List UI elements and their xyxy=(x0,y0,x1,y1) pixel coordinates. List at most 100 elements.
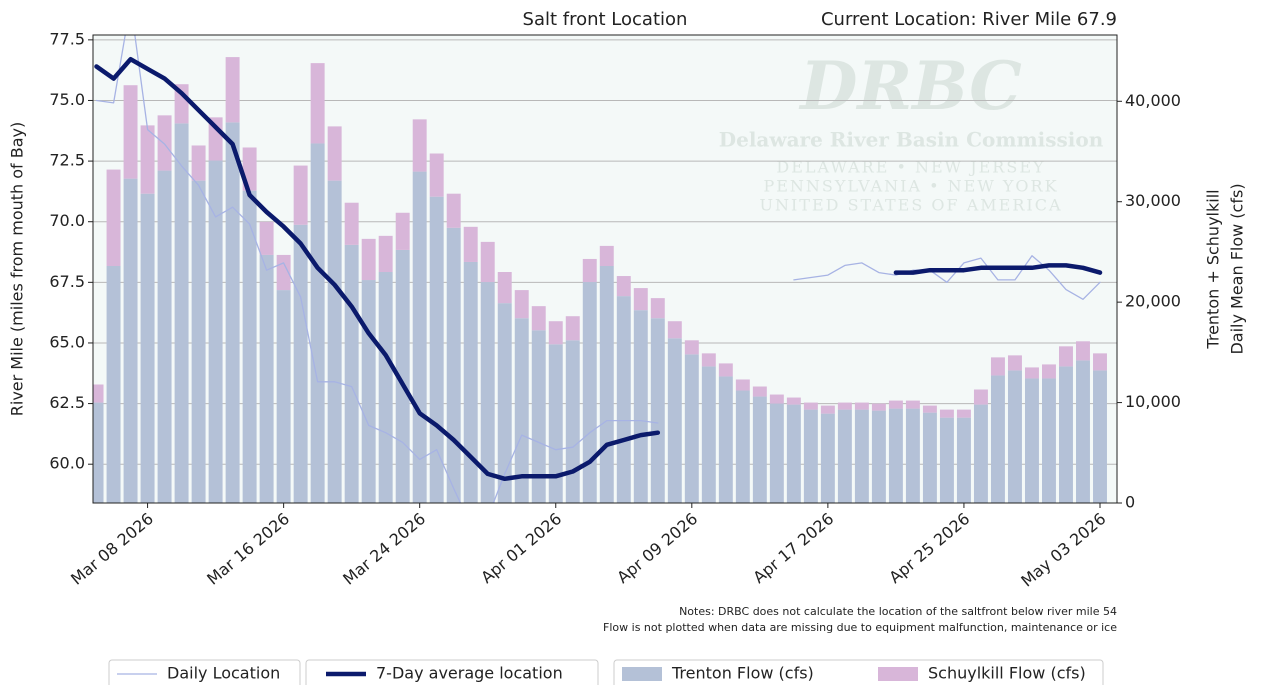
bar xyxy=(735,379,750,391)
bar xyxy=(803,402,818,410)
bar xyxy=(531,306,546,331)
bar xyxy=(259,221,274,255)
bar xyxy=(803,409,818,503)
bar xyxy=(667,338,682,503)
bar xyxy=(514,318,529,503)
bar xyxy=(565,316,580,341)
bar xyxy=(837,402,852,410)
bar xyxy=(922,412,937,503)
bar xyxy=(327,180,342,503)
line xyxy=(95,35,1101,503)
bar xyxy=(293,224,308,503)
bar xyxy=(106,265,121,503)
bar xyxy=(820,413,835,503)
bar xyxy=(752,396,767,503)
bar xyxy=(157,170,172,503)
bar xyxy=(93,402,104,503)
bar xyxy=(191,180,206,503)
bar xyxy=(888,400,903,409)
legend-label: Daily Location xyxy=(167,664,280,683)
x-tick-label: Mar 24 2026 xyxy=(339,509,429,589)
bar xyxy=(650,298,665,319)
plot-frame xyxy=(92,34,1118,504)
logo-line: UNITED STATES OF AMERICA xyxy=(760,196,1063,215)
legend-box xyxy=(613,659,1104,685)
bar xyxy=(1076,341,1090,361)
bar xyxy=(93,384,104,403)
logo-mark: DRBC xyxy=(798,47,1022,125)
bar xyxy=(701,366,716,503)
bar xyxy=(514,290,529,319)
bar xyxy=(735,390,750,503)
bar xyxy=(650,318,665,503)
bar xyxy=(429,196,444,503)
chart-title: Salt front Location xyxy=(523,9,688,30)
bar xyxy=(1076,360,1090,503)
bar xyxy=(548,344,563,503)
bar xyxy=(854,409,869,503)
bar xyxy=(1007,370,1022,503)
bar xyxy=(327,126,342,181)
bar xyxy=(1024,367,1039,379)
bar xyxy=(446,193,461,228)
bar xyxy=(361,238,376,281)
bar xyxy=(463,226,478,262)
bar xyxy=(973,389,988,405)
logo-line: DELAWARE • NEW JERSEY xyxy=(776,158,1045,177)
x-tick-label: May 03 2026 xyxy=(1017,509,1109,591)
bar xyxy=(293,165,308,225)
bar xyxy=(922,405,937,413)
bar xyxy=(684,340,699,355)
bar xyxy=(752,386,767,397)
legend-box xyxy=(108,659,301,685)
bar xyxy=(140,193,155,503)
y2-tick-label: 10,000 xyxy=(1125,392,1181,411)
bar xyxy=(684,354,699,503)
bar xyxy=(582,258,597,283)
y2-axis-label: Daily Mean Flow (cfs) xyxy=(1228,183,1247,354)
bar xyxy=(174,123,189,503)
bar xyxy=(1041,378,1056,503)
bar xyxy=(769,394,784,404)
bar xyxy=(531,330,546,503)
x-tick-label: Mar 08 2026 xyxy=(67,509,157,589)
bar xyxy=(140,125,155,194)
y2-tick-label: 20,000 xyxy=(1125,292,1181,311)
bar xyxy=(633,310,648,503)
bar xyxy=(633,288,648,311)
bar xyxy=(123,85,138,179)
y-tick-label: 72.5 xyxy=(49,151,85,170)
y2-tick-label: 0 xyxy=(1125,493,1135,512)
bar xyxy=(480,282,495,503)
bar xyxy=(344,202,359,245)
note: Notes: DRBC does not calculate the locat… xyxy=(679,605,1117,618)
bar xyxy=(344,244,359,503)
bar xyxy=(361,280,376,503)
bar xyxy=(123,178,138,503)
bar xyxy=(973,404,988,503)
y-tick-label: 75.0 xyxy=(49,90,85,109)
bar xyxy=(1093,370,1107,503)
watermark: DRBC Delaware River Basin Commission DEL… xyxy=(719,47,1104,215)
y2-tick-label: 40,000 xyxy=(1125,91,1181,110)
bar xyxy=(956,409,971,418)
bar xyxy=(905,400,920,409)
bar xyxy=(208,160,223,503)
bar xyxy=(667,321,682,339)
bar xyxy=(157,115,172,171)
legend-label: Trenton Flow (cfs) xyxy=(671,664,814,683)
bar xyxy=(480,241,495,283)
note: Flow is not plotted when data are missin… xyxy=(603,621,1117,634)
bar xyxy=(939,417,954,503)
bar xyxy=(429,153,444,197)
bar xyxy=(497,272,512,304)
bar xyxy=(616,276,631,297)
y-tick-label: 67.5 xyxy=(49,272,85,291)
y-tick-label: 62.5 xyxy=(49,393,85,412)
bar xyxy=(990,375,1005,503)
bar xyxy=(616,296,631,503)
chart-subtitle: Current Location: River Mile 67.9 xyxy=(821,9,1117,30)
bar xyxy=(939,409,954,418)
bar xyxy=(769,403,784,503)
bar xyxy=(310,143,325,503)
